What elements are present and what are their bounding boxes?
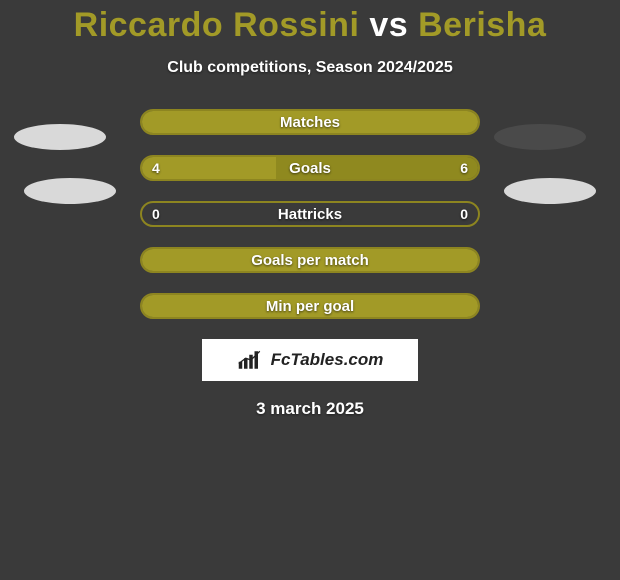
stats-container: Matches Goals4 6 Hattricks0 0 Goals per match… <box>140 109 480 319</box>
stat-label: Goals per match <box>142 249 478 271</box>
comparison-title: Riccardo Rossini vs Berisha <box>0 0 620 45</box>
branding-badge: FcTables.com <box>202 339 418 381</box>
player1-name: Riccardo Rossini <box>74 6 360 44</box>
stat-label: Min per goal <box>142 295 478 317</box>
branding-text: FcTables.com <box>271 350 384 370</box>
decorative-ellipse-right-1 <box>494 124 586 150</box>
decorative-ellipse-left-1 <box>14 124 106 150</box>
stat-row-goals: Goals4 6 <box>140 155 480 181</box>
stat-value-right: 6 <box>460 157 468 179</box>
date-text: 3 march 2025 <box>0 399 620 419</box>
stat-row-matches: Matches <box>140 109 480 135</box>
stat-label: Matches <box>142 111 478 133</box>
subtitle: Club competitions, Season 2024/2025 <box>0 59 620 77</box>
stat-row-goals_per_match: Goals per match <box>140 247 480 273</box>
stat-label: Hattricks <box>142 203 478 225</box>
stat-row-hattricks: Hattricks0 0 <box>140 201 480 227</box>
stat-value-left: 4 <box>152 157 160 179</box>
stat-value-left: 0 <box>152 203 160 225</box>
chart-bars-icon <box>237 349 265 371</box>
vs-text: vs <box>369 6 408 44</box>
stat-value-right: 0 <box>460 203 468 225</box>
decorative-ellipse-left-2 <box>24 178 116 204</box>
stat-row-min_per_goal: Min per goal <box>140 293 480 319</box>
decorative-ellipse-right-2 <box>504 178 596 204</box>
stat-label: Goals <box>142 157 478 179</box>
player2-name: Berisha <box>418 6 546 44</box>
